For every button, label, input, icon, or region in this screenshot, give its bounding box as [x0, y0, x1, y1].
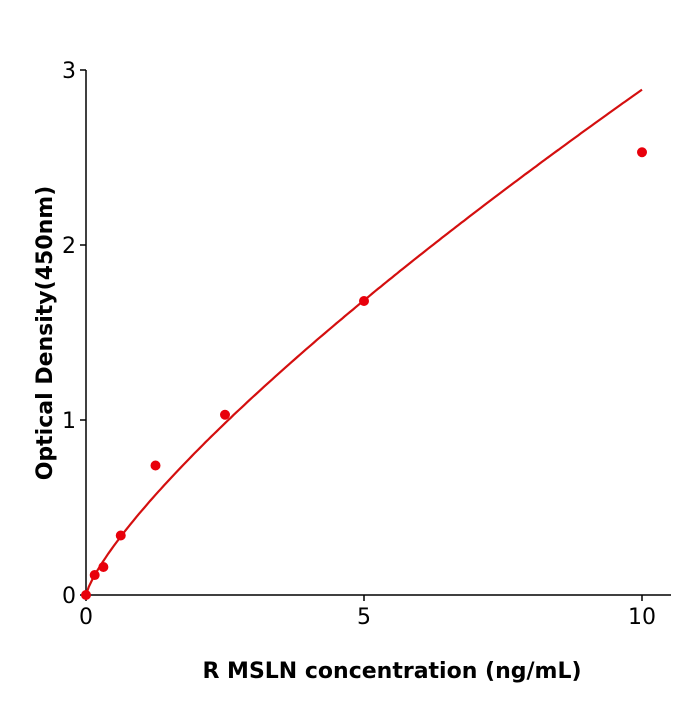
data-point: [115, 530, 126, 541]
data-point: [81, 590, 91, 600]
y-tick-label: 0: [62, 584, 76, 609]
x-tick-label: 10: [628, 605, 656, 630]
data-point: [220, 409, 230, 420]
y-axis-label: Optical Density(450nm): [33, 186, 58, 481]
x-tick-label: 5: [357, 605, 371, 630]
x-axis-label: R MSLN concentration (ng/mL): [202, 659, 581, 684]
data-point: [637, 147, 647, 158]
y-tick-label: 3: [62, 59, 76, 84]
data-point: [89, 570, 100, 581]
data-point: [359, 296, 369, 306]
data-point: [150, 460, 161, 471]
y-tick-label: 2: [62, 234, 76, 259]
y-tick-label: 1: [62, 409, 76, 434]
data-points: [81, 147, 647, 600]
data-point: [98, 562, 109, 572]
axes: 0 5 10 0 1 2 3: [62, 59, 671, 630]
fit-curve: [84, 88, 643, 596]
x-tick-label: 0: [79, 605, 93, 630]
